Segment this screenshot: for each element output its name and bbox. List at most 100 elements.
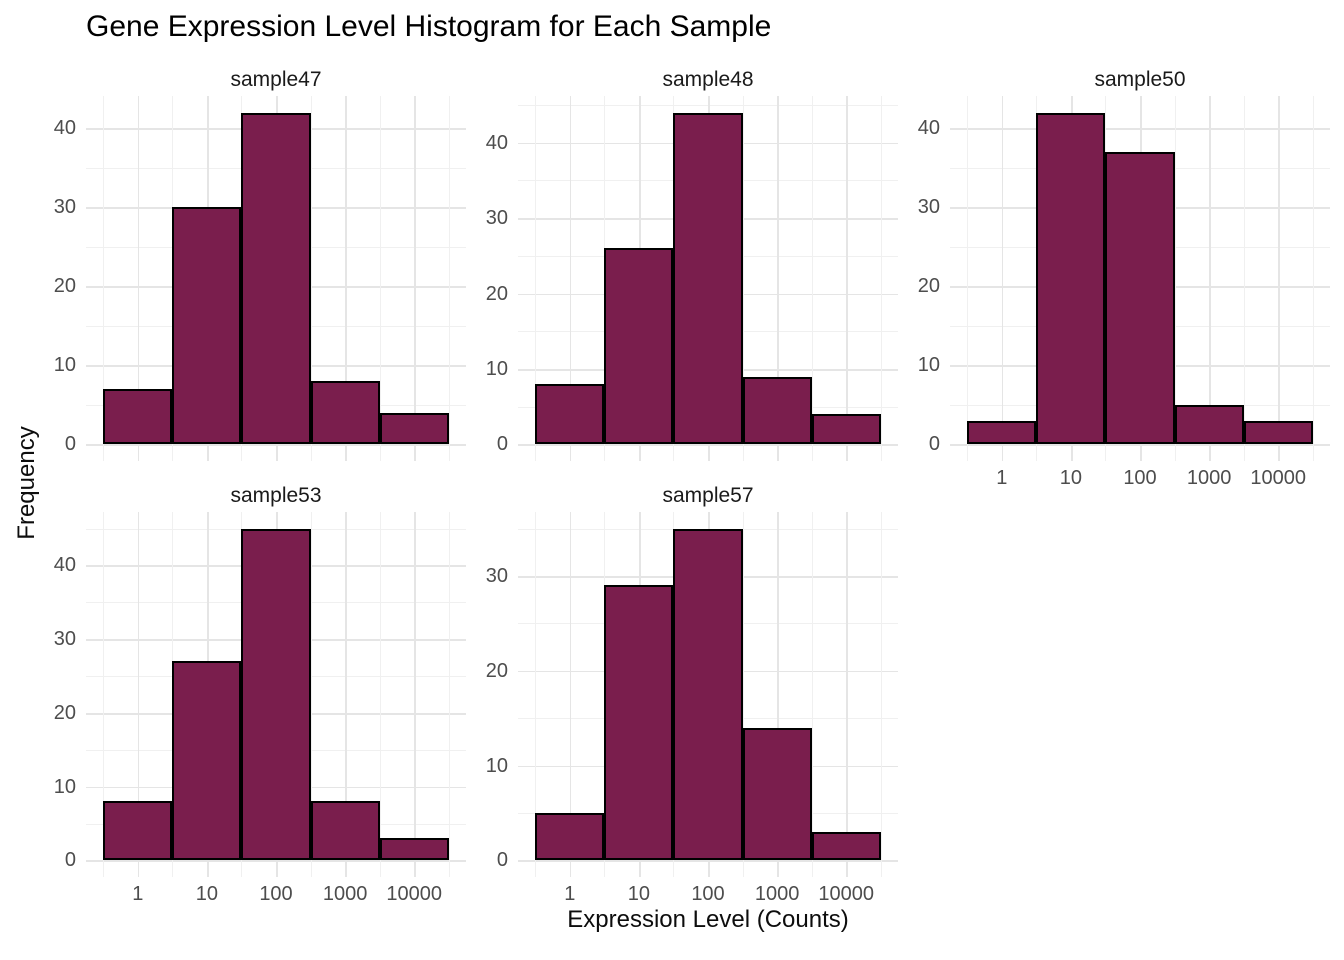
gridline-minor-x <box>535 512 537 877</box>
y-tick-label: 10 <box>53 354 76 377</box>
y-tick-label: 30 <box>485 207 508 230</box>
histogram-bar <box>742 376 812 445</box>
gridline-minor-x <box>880 96 882 461</box>
y-tick-label: 30 <box>53 196 76 219</box>
histogram-bar <box>172 207 242 445</box>
y-tick-label: 10 <box>53 775 76 798</box>
facet-panel-sample48: sample48 0 10 20 30 40 <box>486 68 898 461</box>
y-tick-label: 40 <box>53 117 76 140</box>
gridline-major-x <box>777 512 779 877</box>
histogram-bar <box>811 414 881 445</box>
gridline-minor-x <box>379 96 381 461</box>
gridline-minor-x <box>742 512 744 877</box>
x-tick-label: 10 <box>1059 467 1083 489</box>
histogram-bar <box>535 384 605 445</box>
x-tick-label: 10 <box>627 883 651 905</box>
facet-panel-sample47: sample47 0 10 20 30 40 <box>54 68 466 461</box>
gridline-major-x <box>345 512 347 877</box>
facet-panel-sample50: sample50 0 10 20 30 40 1 10 100 1000 10000 <box>918 68 1330 489</box>
histogram-bar <box>1243 420 1313 445</box>
histogram-bar <box>742 727 812 861</box>
x-tick-label: 1000 <box>322 883 368 905</box>
x-tick-label: 1 <box>564 883 576 905</box>
x-tick-label: 1000 <box>754 883 800 905</box>
gridline-major-x <box>137 96 140 461</box>
y-tick-label: 0 <box>64 433 76 456</box>
y-tick-label: 10 <box>485 357 508 380</box>
histogram-bar <box>379 412 449 445</box>
gridline-major-x <box>1278 96 1280 461</box>
y-tick-label: 20 <box>917 275 940 298</box>
facet-title: sample53 <box>230 484 322 507</box>
histogram-bar <box>1174 404 1244 445</box>
gridline-minor-x <box>448 512 450 877</box>
gridline-minor-x <box>811 96 813 461</box>
gridline-major-x <box>1209 96 1211 461</box>
gridline-major-x <box>777 96 779 461</box>
gridline-minor-x <box>742 96 744 461</box>
gridline-minor-x <box>310 96 312 461</box>
histogram-bar <box>310 381 380 445</box>
y-tick-label: 0 <box>64 849 76 872</box>
x-tick-label: 1 <box>996 467 1008 489</box>
histogram-bar <box>103 801 173 861</box>
histogram-bar <box>241 528 311 861</box>
facet-title: sample47 <box>230 68 322 91</box>
facet-title: sample48 <box>662 68 754 91</box>
histogram-bar <box>535 813 605 861</box>
x-tick-label: 10000 <box>818 883 874 905</box>
y-tick-label: 20 <box>53 701 76 724</box>
y-tick-label: 20 <box>485 659 508 682</box>
gridline-minor-x <box>379 512 381 877</box>
gridline-minor-x <box>310 512 312 877</box>
gridline-minor-x <box>1312 96 1314 461</box>
histogram-bar <box>241 112 311 445</box>
facet-title: sample57 <box>662 484 754 507</box>
y-tick-label: 10 <box>485 754 508 777</box>
y-tick-label: 0 <box>496 849 508 872</box>
histogram-bar <box>673 112 743 445</box>
y-tick-label: 30 <box>53 628 76 651</box>
histogram-bar <box>379 838 449 861</box>
facet-title: sample50 <box>1094 68 1186 91</box>
x-tick-label: 10 <box>195 883 219 905</box>
gridline-major-x <box>846 96 848 461</box>
gridline-major-x <box>137 512 140 877</box>
y-tick-label: 40 <box>53 554 76 577</box>
histogram-bar <box>103 389 173 445</box>
histogram-bar <box>172 661 242 861</box>
y-tick-label: 30 <box>485 564 508 587</box>
y-tick-label: 40 <box>485 131 508 154</box>
histogram-bar <box>604 248 674 445</box>
gridline-minor-x <box>448 96 450 461</box>
gridline-major-x <box>846 512 848 877</box>
gridline-minor-x <box>1243 96 1245 461</box>
gridline-major-x <box>569 96 572 461</box>
x-tick-label: 1 <box>132 883 144 905</box>
gridline-major-x <box>569 512 572 877</box>
facet-panel-sample57: sample57 0 10 20 30 1 10 100 1000 10000 <box>486 484 898 905</box>
x-tick-label: 100 <box>691 883 725 905</box>
histogram-bar <box>310 801 380 861</box>
x-tick-label: 100 <box>1123 467 1157 489</box>
gridline-major-x <box>1001 96 1004 461</box>
gridline-minor-x <box>535 96 537 461</box>
histogram-bar <box>604 585 674 861</box>
histogram-bar <box>1036 112 1106 445</box>
chart-title: Gene Expression Level Histogram for Each… <box>86 10 772 43</box>
gridline-major-x <box>414 512 416 877</box>
histogram-bar <box>1105 152 1175 445</box>
y-tick-label: 0 <box>928 433 940 456</box>
gridline-minor-x <box>880 512 882 877</box>
gridline-minor-x <box>1174 96 1176 461</box>
gridline-minor-x <box>103 512 105 877</box>
gridline-minor-x <box>811 512 813 877</box>
x-tick-label: 1000 <box>1186 467 1232 489</box>
y-tick-label: 10 <box>917 354 940 377</box>
histogram-bar <box>673 528 743 861</box>
gridline-minor-x <box>967 96 969 461</box>
y-tick-label: 40 <box>917 117 940 140</box>
x-tick-label: 100 <box>259 883 293 905</box>
y-tick-label: 20 <box>485 282 508 305</box>
